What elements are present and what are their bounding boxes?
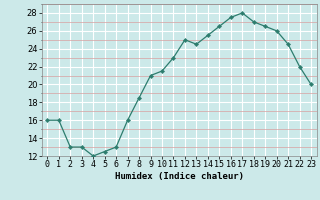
X-axis label: Humidex (Indice chaleur): Humidex (Indice chaleur) — [115, 172, 244, 181]
